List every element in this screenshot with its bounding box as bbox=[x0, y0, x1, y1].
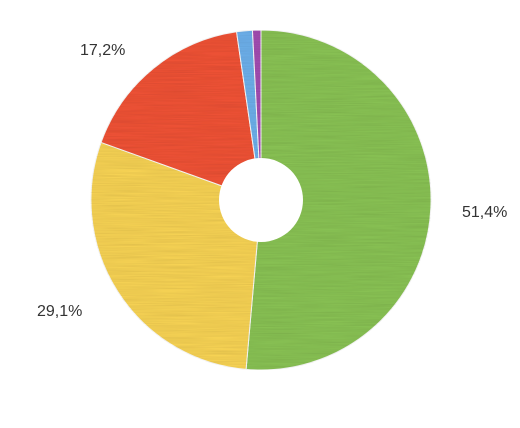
donut-hole bbox=[219, 158, 303, 242]
donut-slices bbox=[90, 29, 432, 371]
donut-slice-1 bbox=[90, 141, 262, 370]
donut-slice-4 bbox=[251, 29, 262, 201]
slice-label-51-4: 51,4% bbox=[462, 204, 507, 221]
donut-slice-2 bbox=[100, 31, 262, 201]
slice-label-17-2: 17,2% bbox=[80, 42, 125, 59]
donut-slice-0 bbox=[245, 29, 432, 371]
slice-label-29-1: 29,1% bbox=[37, 303, 82, 320]
slice-labels: 51,4% 29,1% 17,2% bbox=[37, 42, 507, 320]
